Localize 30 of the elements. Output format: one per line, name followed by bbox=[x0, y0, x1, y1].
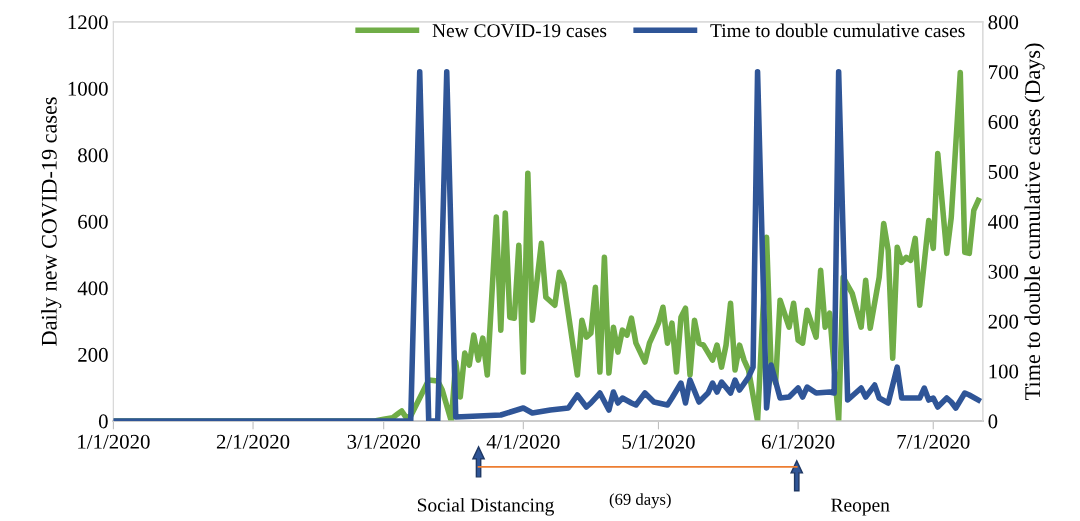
y2-axis-title: Time to double cumulative cases (Days) bbox=[1024, 43, 1045, 400]
y2-tick-label: 100 bbox=[989, 364, 1019, 379]
text: Social Distancing bbox=[417, 497, 554, 516]
y-tick-label: 200 bbox=[78, 347, 108, 362]
x-tick-label: 5/1/2020 bbox=[622, 434, 695, 449]
x-tick-label: 2/1/2020 bbox=[216, 434, 290, 449]
y-tick-label: 1000 bbox=[68, 81, 108, 96]
x-tick-label: 3/1/2020 bbox=[347, 434, 420, 449]
y-tick-label: 1200 bbox=[68, 15, 108, 30]
y2-tick-label: 200 bbox=[988, 314, 1019, 329]
y2-tick-label: 300 bbox=[988, 264, 1019, 279]
text: (69 days) bbox=[609, 493, 671, 509]
y2-tick-label: 800 bbox=[988, 15, 1019, 30]
x-tick-label: 1/1/2020 bbox=[78, 434, 150, 449]
x-tick-label: 6/1/2020 bbox=[761, 434, 835, 449]
y-axis-title: Daily new COVID-19 cases bbox=[41, 97, 62, 346]
x-tick-label: 7/1/2020 bbox=[897, 434, 970, 449]
y-tick-label: 400 bbox=[77, 281, 108, 296]
y2-tick-label: 500 bbox=[988, 164, 1019, 179]
text: Reopen bbox=[831, 498, 890, 516]
y2-tick-label: 700 bbox=[989, 65, 1019, 80]
legend-label: New COVID-19 cases bbox=[432, 24, 607, 38]
y2-tick-label: 400 bbox=[988, 214, 1019, 229]
y-tick-label: 0 bbox=[98, 414, 108, 429]
legend-label: Time to double cumulative cases bbox=[710, 23, 965, 38]
x-tick-label: 4/1/2020 bbox=[486, 434, 560, 449]
y-tick-label: 800 bbox=[78, 148, 108, 163]
y-tick-label: 600 bbox=[78, 214, 108, 229]
y2-tick-label: 0 bbox=[988, 414, 998, 429]
y2-tick-label: 600 bbox=[988, 115, 1019, 130]
